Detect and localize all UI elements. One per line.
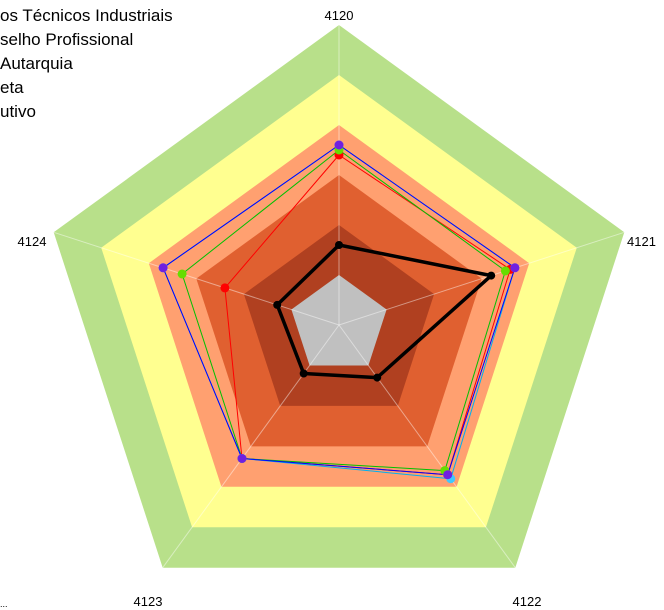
series-layer xyxy=(162,144,516,480)
series-line xyxy=(275,243,493,380)
category-label: 4120 xyxy=(325,8,354,23)
band-layer xyxy=(53,25,625,568)
data-point xyxy=(177,269,187,279)
axis-layer xyxy=(53,25,625,568)
data-point xyxy=(373,373,382,382)
legend-entry: selho Profissional xyxy=(0,30,134,49)
category-label: 4124 xyxy=(18,234,47,249)
data-point xyxy=(334,140,344,150)
marker-layer xyxy=(158,140,520,484)
axis-spoke xyxy=(162,324,340,568)
data-point xyxy=(220,283,230,293)
axis-spoke xyxy=(53,231,340,326)
data-point xyxy=(335,241,343,249)
data-point xyxy=(273,300,282,309)
data-point xyxy=(158,263,168,273)
legend-entry: Autarquia xyxy=(0,54,73,73)
series-line xyxy=(162,144,516,476)
data-point xyxy=(443,470,453,480)
legend-entry: os Técnicos Industriais xyxy=(0,6,173,25)
legend-entry: eta xyxy=(0,78,24,97)
data-point xyxy=(299,369,308,378)
data-point xyxy=(510,263,520,273)
series-line xyxy=(181,149,506,472)
category-label: 4123 xyxy=(134,594,163,609)
category-label: 4121 xyxy=(627,234,656,249)
bottom-left-fragment: ... xyxy=(0,599,8,609)
data-point xyxy=(487,271,496,280)
axis-spoke xyxy=(338,231,625,326)
category-label-layer: 4120 4121 4122 4123 4124 xyxy=(18,8,656,609)
axis-spoke xyxy=(338,324,516,568)
legend-entry: utivo xyxy=(0,102,36,121)
legend: os Técnicos Industriais selho Profission… xyxy=(0,6,260,136)
data-point xyxy=(500,266,510,276)
band-ring xyxy=(291,275,387,366)
category-label: 4122 xyxy=(513,594,542,609)
data-point xyxy=(237,454,247,463)
